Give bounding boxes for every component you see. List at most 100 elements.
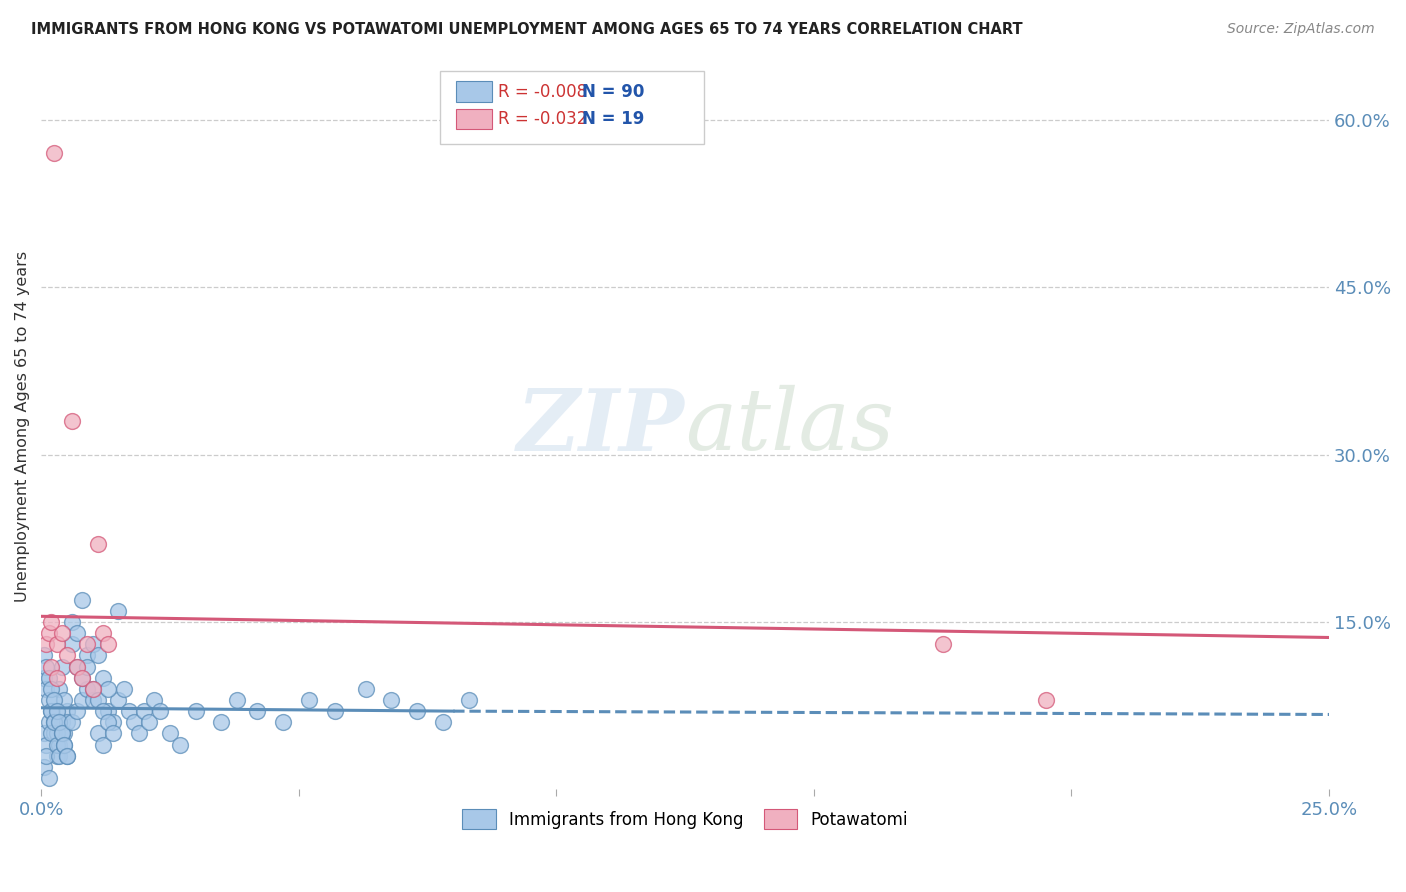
Point <box>32 671 55 685</box>
Point <box>38 671 60 685</box>
Point <box>60 715 83 730</box>
Point <box>91 738 114 752</box>
Point <box>107 604 129 618</box>
Point <box>38 771 60 785</box>
Point <box>41 704 63 718</box>
Point <box>103 726 125 740</box>
Point <box>60 637 83 651</box>
Point <box>87 537 110 551</box>
Text: R = -0.032: R = -0.032 <box>498 111 588 128</box>
Point <box>66 659 89 673</box>
Text: Source: ZipAtlas.com: Source: ZipAtlas.com <box>1227 22 1375 37</box>
Point <box>91 671 114 685</box>
Point <box>82 693 104 707</box>
Legend: Immigrants from Hong Kong, Potawatomi: Immigrants from Hong Kong, Potawatomi <box>456 803 914 835</box>
Point <box>87 693 110 707</box>
FancyBboxPatch shape <box>456 81 492 102</box>
Text: N = 90: N = 90 <box>582 83 644 101</box>
Point <box>118 704 141 718</box>
Point <box>432 715 454 730</box>
Point <box>72 693 94 707</box>
Point <box>60 615 83 629</box>
Point <box>32 648 55 663</box>
Text: N = 19: N = 19 <box>582 111 644 128</box>
Point <box>76 648 98 663</box>
Point <box>97 704 120 718</box>
Point <box>380 693 402 707</box>
Point <box>38 693 60 707</box>
Point <box>56 704 79 718</box>
Point <box>53 693 76 707</box>
Point <box>56 748 79 763</box>
Point <box>35 659 58 673</box>
Point <box>66 659 89 673</box>
Point <box>32 760 55 774</box>
Point <box>51 626 73 640</box>
Y-axis label: Unemployment Among Ages 65 to 74 years: Unemployment Among Ages 65 to 74 years <box>15 251 30 602</box>
Point <box>82 681 104 696</box>
Point <box>42 715 65 730</box>
Point <box>41 615 63 629</box>
Point <box>271 715 294 730</box>
Point <box>45 748 67 763</box>
Point <box>91 704 114 718</box>
Point <box>354 681 377 696</box>
Point <box>51 715 73 730</box>
FancyBboxPatch shape <box>456 109 492 129</box>
Point <box>42 693 65 707</box>
Point <box>128 726 150 740</box>
Point <box>76 681 98 696</box>
Point <box>82 681 104 696</box>
Point <box>457 693 479 707</box>
Point <box>41 681 63 696</box>
Point <box>38 626 60 640</box>
FancyBboxPatch shape <box>440 71 704 144</box>
Point <box>38 715 60 730</box>
Point <box>53 726 76 740</box>
Point <box>91 626 114 640</box>
Point <box>45 671 67 685</box>
Point <box>51 726 73 740</box>
Point <box>82 637 104 651</box>
Point <box>35 637 58 651</box>
Point <box>87 648 110 663</box>
Point <box>406 704 429 718</box>
Point <box>97 681 120 696</box>
Point <box>60 414 83 428</box>
Point <box>42 715 65 730</box>
Text: IMMIGRANTS FROM HONG KONG VS POTAWATOMI UNEMPLOYMENT AMONG AGES 65 TO 74 YEARS C: IMMIGRANTS FROM HONG KONG VS POTAWATOMI … <box>31 22 1022 37</box>
Point <box>225 693 247 707</box>
Point <box>51 726 73 740</box>
Point <box>35 681 58 696</box>
Point <box>246 704 269 718</box>
Point <box>76 637 98 651</box>
Point <box>42 726 65 740</box>
Point <box>143 693 166 707</box>
Point <box>41 726 63 740</box>
Point <box>122 715 145 730</box>
Point <box>97 637 120 651</box>
Point <box>41 704 63 718</box>
Point <box>35 738 58 752</box>
Point <box>45 738 67 752</box>
Point <box>35 748 58 763</box>
Point <box>72 671 94 685</box>
Text: atlas: atlas <box>685 385 894 468</box>
Point <box>107 693 129 707</box>
Point <box>209 715 232 730</box>
Point <box>56 748 79 763</box>
Point <box>149 704 172 718</box>
Point <box>72 592 94 607</box>
Point <box>87 726 110 740</box>
Point <box>48 715 70 730</box>
Point <box>76 659 98 673</box>
Point <box>66 704 89 718</box>
Point <box>103 715 125 730</box>
Point <box>48 748 70 763</box>
Point <box>56 715 79 730</box>
Point <box>134 704 156 718</box>
Point <box>45 637 67 651</box>
Point <box>45 704 67 718</box>
Point <box>53 738 76 752</box>
Point <box>184 704 207 718</box>
